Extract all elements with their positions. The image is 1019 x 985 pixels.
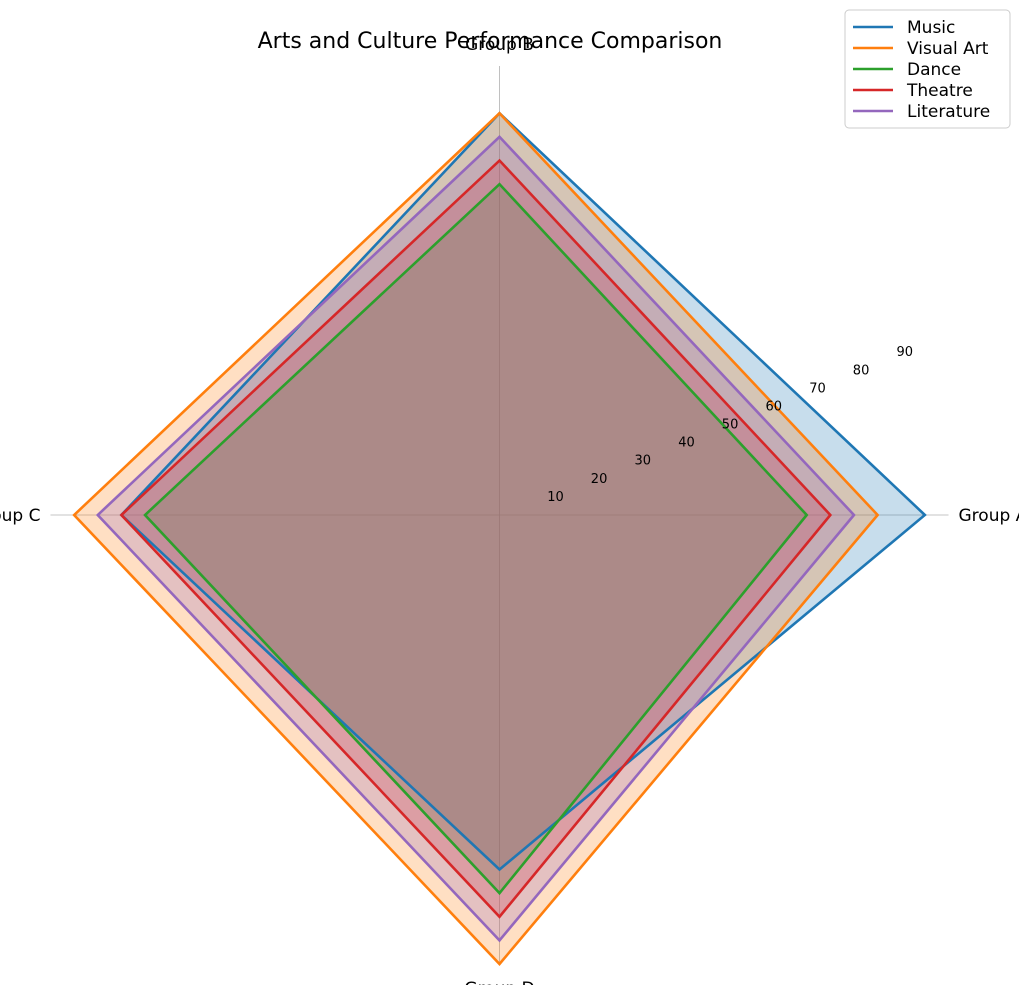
axis-label-group-b: Group B [465, 35, 534, 55]
series-layer [72, 111, 927, 966]
legend-frame [844, 9, 1011, 129]
radial-tick-label: 50 [722, 418, 739, 433]
radial-tick-label: 80 [853, 363, 870, 378]
axis-label-group-d: Group D [464, 979, 534, 985]
legend-label-visual-art: Visual Art [907, 39, 989, 59]
legend-label-theatre: Theatre [906, 81, 973, 101]
legend-label-music: Music [907, 18, 955, 38]
series-line-literature [95, 135, 856, 943]
grid [50, 66, 949, 964]
radial-tick-label: 60 [766, 400, 783, 415]
legend-label-dance: Dance [907, 60, 961, 80]
radial-ticks: 10 20 30 40 50 60 70 80 90 [547, 345, 913, 505]
radial-tick-label: 10 [547, 490, 564, 505]
radial-tick-label: 70 [809, 381, 826, 396]
chart-title: Arts and Culture Performance Comparison [258, 29, 723, 54]
axis-label-group-a: Group A [959, 506, 1019, 526]
series-line-theatre [119, 158, 833, 919]
series-fill-literature [97, 136, 854, 941]
legend-label-literature: Literature [907, 102, 990, 122]
radial-tick-label: 40 [678, 436, 695, 451]
radial-tick-label: 20 [591, 472, 608, 487]
radial-tick-label: 30 [635, 454, 652, 469]
series-line-dance [143, 182, 809, 896]
axis-label-group-c: Group C [0, 506, 41, 526]
series-line-visual-art [72, 111, 880, 966]
axis-labels: Group A Group B Group C Group D [0, 35, 1019, 985]
radial-tick-label: 90 [897, 345, 914, 360]
